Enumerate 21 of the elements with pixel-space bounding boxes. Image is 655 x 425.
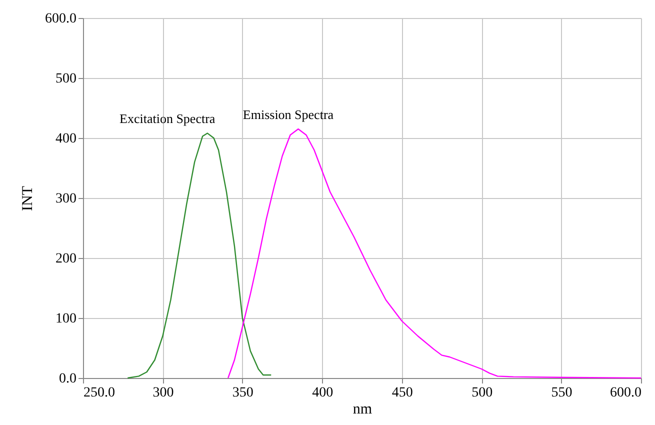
x-tick-label: 500 [472,386,493,400]
line-series [127,132,272,379]
y-tick-label: 500 [56,72,76,86]
series-label: Excitation Spectra [120,111,216,126]
x-tick-label: 450 [392,386,413,400]
y-tick-label: 400 [56,132,76,146]
x-tick-label: 250.0 [84,386,115,400]
y-tick-label: 600.0 [45,12,76,26]
x-tick-label: 600.0 [610,386,642,400]
y-tick-label: 0.0 [59,372,76,386]
line-series [227,128,642,379]
y-axis-title: INT [20,186,36,211]
y-tick-label: 200 [56,252,76,266]
series-label: Emission Spectra [242,107,334,122]
x-tick-label: 350 [232,386,254,400]
y-tick-label: 300 [56,192,76,206]
x-tick-label: 550 [551,386,572,400]
x-tick-label: 300 [152,386,174,400]
x-axis-title: nm [352,402,372,418]
x-tick-label: 400 [312,386,334,400]
y-tick-label: 100 [56,312,76,326]
